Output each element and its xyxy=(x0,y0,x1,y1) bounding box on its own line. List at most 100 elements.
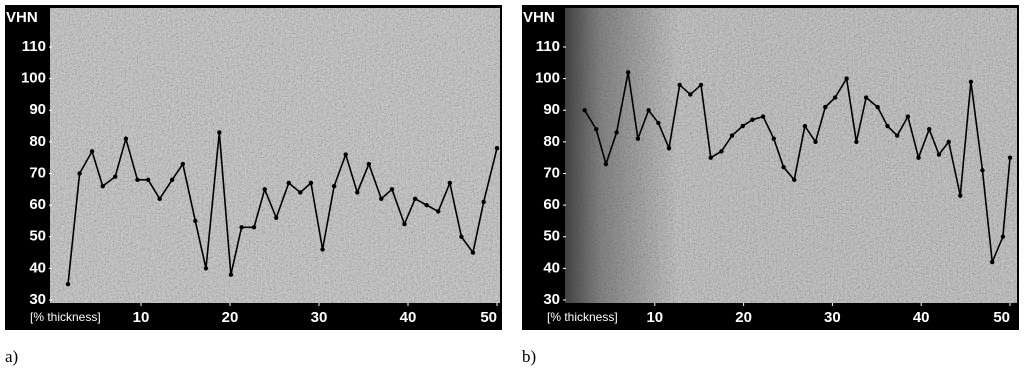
panel-label: a) xyxy=(5,347,18,366)
data-point xyxy=(980,168,985,173)
data-point xyxy=(750,117,755,122)
x-tick-label: 30 xyxy=(824,309,841,326)
data-point xyxy=(436,209,441,214)
y-tick-label: 50 xyxy=(543,228,560,245)
data-point xyxy=(331,183,337,189)
data-point xyxy=(308,180,314,186)
data-point xyxy=(343,152,348,157)
data-point xyxy=(100,183,105,189)
y-tick-label: 30 xyxy=(543,291,560,308)
data-point xyxy=(1000,234,1006,239)
data-point xyxy=(582,108,587,113)
data-point xyxy=(593,127,599,132)
data-point xyxy=(832,95,838,100)
y-tick-label: 40 xyxy=(543,259,560,276)
x-tick-label: 20 xyxy=(222,309,239,326)
data-point xyxy=(65,281,71,287)
data-point xyxy=(740,123,745,129)
data-point xyxy=(875,104,880,110)
data-point xyxy=(123,136,129,141)
data-point xyxy=(885,123,890,129)
data-point xyxy=(916,155,921,160)
y-tick-label: 110 xyxy=(22,38,46,55)
data-point xyxy=(677,82,682,88)
data-point xyxy=(112,174,118,179)
x-tick-label: 10 xyxy=(133,309,150,326)
x-tick-label: 50 xyxy=(480,309,497,326)
data-point xyxy=(239,225,244,230)
y-axis-title: VHN xyxy=(523,9,555,26)
data-point xyxy=(389,187,395,192)
data-point xyxy=(320,247,325,252)
data-point xyxy=(946,139,951,145)
data-point xyxy=(203,266,209,271)
data-point xyxy=(366,161,372,167)
data-point xyxy=(180,161,186,167)
data-point xyxy=(719,149,724,154)
x-tick-label: 50 xyxy=(993,309,1010,326)
data-point xyxy=(656,120,661,126)
panel-label: b) xyxy=(522,347,536,366)
y-axis-title: VHN xyxy=(6,9,38,26)
y-tick-label: 100 xyxy=(535,70,560,87)
y-tick-label: 70 xyxy=(543,164,560,181)
data-point xyxy=(895,133,900,138)
data-point xyxy=(402,221,407,227)
data-point xyxy=(844,76,849,81)
data-point xyxy=(424,202,429,208)
data-point xyxy=(968,79,974,84)
x-tick-label: 40 xyxy=(400,309,417,326)
data-point xyxy=(646,108,651,113)
data-point xyxy=(792,177,797,183)
x-axis-title: [% thickness] xyxy=(547,310,618,324)
data-point xyxy=(936,152,942,157)
x-tick-label: 10 xyxy=(646,309,663,326)
data-point xyxy=(781,164,786,170)
data-point xyxy=(802,123,808,129)
data-point xyxy=(708,155,713,160)
data-point xyxy=(926,127,932,132)
y-tick-label: 70 xyxy=(29,164,46,181)
micrograph-edge xyxy=(565,8,1017,303)
data-point xyxy=(614,130,619,135)
data-point xyxy=(355,190,360,195)
data-point xyxy=(157,196,162,201)
data-point xyxy=(298,190,303,195)
data-line xyxy=(583,72,1011,263)
data-point xyxy=(905,114,911,119)
data-point xyxy=(459,234,464,239)
data-point xyxy=(274,215,279,220)
data-point xyxy=(863,95,869,100)
data-point xyxy=(286,180,291,186)
y-tick-label: 50 xyxy=(29,228,46,245)
data-point xyxy=(251,225,257,230)
y-tick-label: 90 xyxy=(29,101,46,118)
y-tick-label: 60 xyxy=(29,196,46,213)
data-point xyxy=(698,82,704,88)
x-tick-label: 30 xyxy=(311,309,328,326)
data-point xyxy=(823,104,828,110)
data-point xyxy=(625,70,631,75)
x-axis-title: [% thickness] xyxy=(30,310,101,324)
data-point xyxy=(145,177,151,183)
data-point xyxy=(135,177,140,183)
data-point xyxy=(89,149,95,154)
micrograph-grain xyxy=(50,8,500,303)
data-point xyxy=(379,196,384,201)
data-point xyxy=(412,196,418,201)
data-point xyxy=(228,272,234,277)
data-point xyxy=(729,133,735,138)
data-point xyxy=(771,136,776,141)
data-point xyxy=(494,146,500,151)
data-point xyxy=(958,193,963,198)
data-point xyxy=(635,136,641,141)
y-tick-label: 80 xyxy=(543,133,560,150)
y-tick-label: 100 xyxy=(21,70,46,87)
data-point xyxy=(760,114,766,119)
y-tick-label: 110 xyxy=(536,38,560,55)
y-tick-label: 60 xyxy=(543,196,560,213)
data-point xyxy=(169,177,175,183)
data-point xyxy=(470,250,476,255)
data-point xyxy=(813,139,818,145)
